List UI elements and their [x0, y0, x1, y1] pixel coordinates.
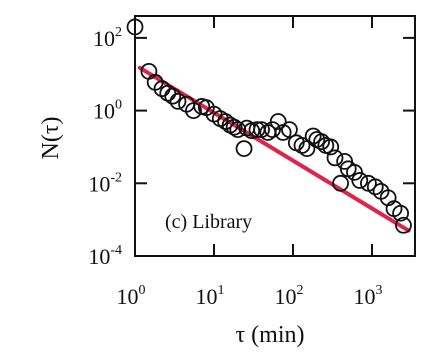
x-tick-labels: 100 101 102 103 — [117, 283, 383, 309]
y-tick-label: 10-2 — [88, 170, 122, 196]
data-point — [269, 113, 287, 130]
plot-area — [134, 15, 416, 257]
x-tick-label: 100 — [117, 283, 146, 309]
fit-line — [137, 65, 411, 233]
data-point — [126, 18, 144, 36]
data-point — [229, 121, 247, 138]
data-point — [185, 102, 202, 119]
data-point — [313, 133, 330, 151]
data-point — [169, 92, 187, 110]
data-points — [126, 18, 412, 234]
data-point — [395, 216, 412, 234]
data-point — [217, 113, 234, 130]
x-tick-label: 102 — [275, 283, 304, 309]
data-point — [332, 174, 349, 192]
fit-line-group — [137, 65, 411, 233]
x-tick-label: 101 — [196, 283, 225, 309]
y-tick-label: 10-4 — [88, 243, 122, 269]
data-point — [322, 138, 340, 156]
data-point — [392, 204, 409, 222]
data-point — [326, 149, 344, 167]
data-point — [235, 140, 253, 158]
data-point — [304, 127, 322, 145]
plot-frame — [134, 15, 416, 257]
data-point — [164, 87, 182, 105]
y-tick-label: 100 — [93, 98, 122, 124]
panel-label: (c) Library — [165, 211, 252, 233]
y-axis-title: N(τ) — [38, 117, 64, 160]
data-point — [366, 178, 384, 196]
x-tick-label: 103 — [354, 283, 383, 309]
data-point — [280, 121, 298, 138]
y-tick-label: 102 — [93, 25, 122, 51]
x-axis-title: τ (min) — [236, 322, 305, 348]
data-point — [351, 172, 369, 189]
data-point — [293, 137, 311, 154]
axis-ticks — [134, 16, 415, 257]
data-point — [225, 118, 243, 136]
y-tick-labels: 10-4 10-2 100 102 — [88, 25, 122, 269]
